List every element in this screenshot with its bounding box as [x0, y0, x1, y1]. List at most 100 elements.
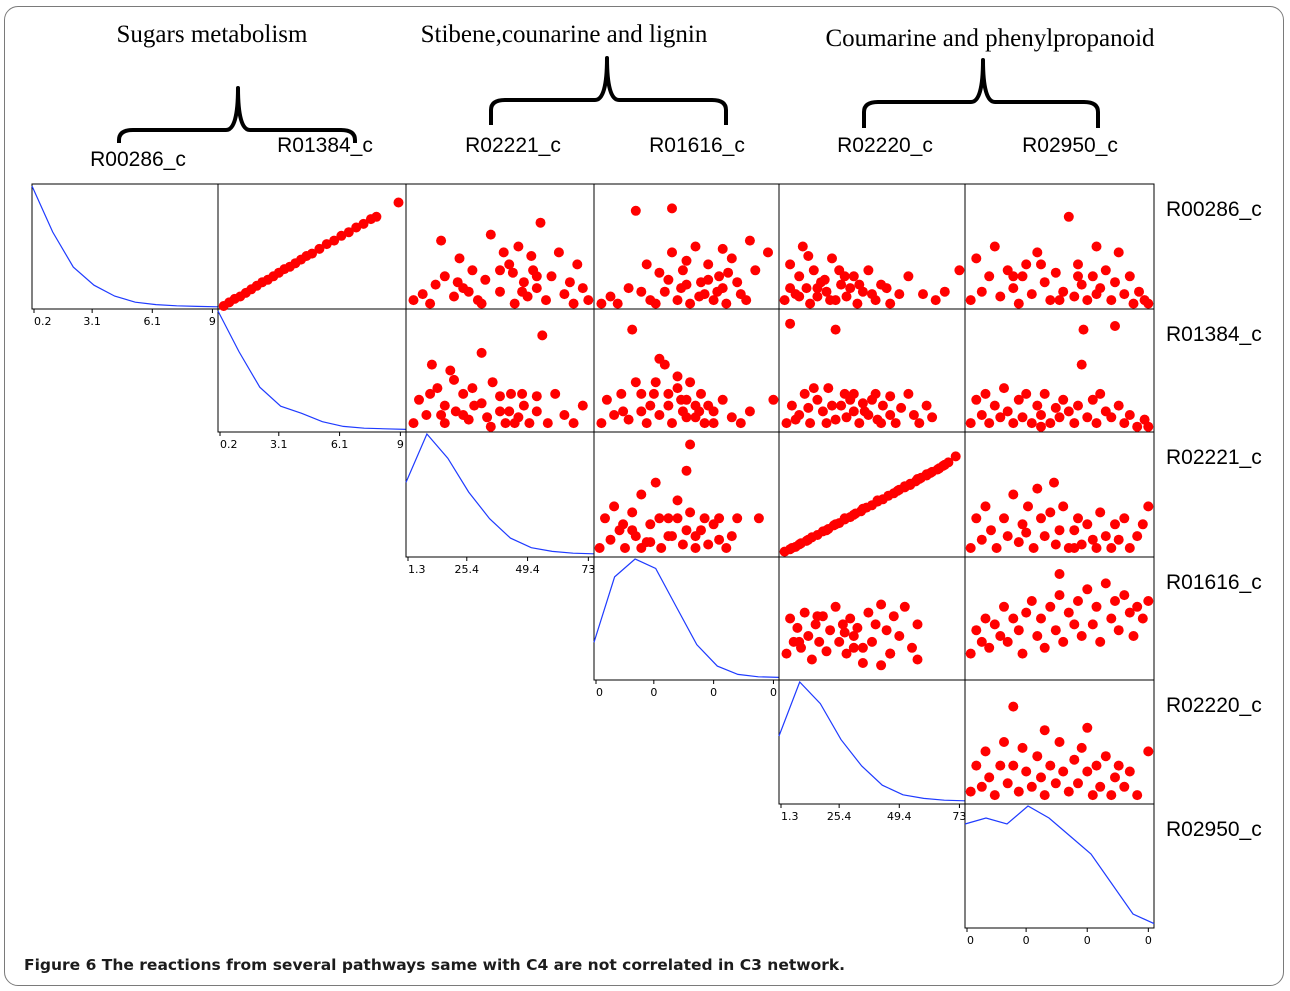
panel-border [964, 803, 1155, 929]
data-point [1017, 648, 1028, 659]
data-point [1054, 737, 1065, 747]
data-point [1073, 259, 1083, 270]
scatter-points-0-4 [779, 241, 965, 309]
data-point [717, 394, 728, 405]
data-point [712, 286, 723, 297]
data-point [1023, 501, 1033, 512]
data-point [841, 412, 852, 423]
data-point [965, 418, 976, 429]
data-point [848, 642, 859, 653]
data-point [845, 394, 856, 405]
data-point [1128, 631, 1139, 641]
data-point [601, 394, 612, 405]
data-point [371, 211, 382, 222]
data-point [537, 330, 548, 341]
data-point [343, 227, 354, 238]
data-point [785, 318, 796, 329]
data-point [1095, 507, 1106, 518]
data-point [1087, 534, 1098, 545]
data-point [803, 631, 814, 641]
data-point [876, 599, 887, 610]
data-point [630, 205, 641, 216]
data-point [819, 274, 830, 285]
data-point [827, 400, 837, 411]
data-point [830, 414, 841, 425]
data-point [848, 631, 859, 641]
data-point [821, 286, 832, 297]
data-point [863, 265, 874, 276]
data-point [627, 507, 638, 518]
data-point [854, 279, 865, 290]
tick-label: 3.1 [270, 438, 288, 451]
density-panel-3: 0 0 0 0 [593, 556, 780, 699]
data-point [1076, 631, 1087, 641]
data-point [1143, 596, 1154, 606]
top-variable-labels: R00286_c R01384_c R02221_c R01616_c R02220_c… [90, 134, 1118, 171]
data-point [1110, 277, 1120, 288]
data-point [439, 400, 450, 411]
density-panel-2: 1.3 25.4 49.4 73 [405, 431, 595, 576]
data-point [623, 414, 634, 425]
data-point [425, 388, 436, 399]
data-point [857, 503, 868, 514]
data-point [1036, 613, 1046, 624]
tick-label: 6.1 [144, 315, 162, 328]
group-title-0: Sugars metabolism [117, 21, 309, 48]
data-point [1054, 525, 1065, 536]
data-point [1073, 400, 1083, 411]
data-point [645, 519, 656, 530]
data-point [612, 298, 623, 309]
data-point [717, 243, 728, 254]
data-point [620, 543, 630, 553]
data-point [1132, 421, 1143, 432]
top-label-R02221_c: R02221_c [465, 134, 561, 157]
data-point [583, 295, 594, 306]
data-point [867, 289, 877, 300]
data-point [659, 286, 670, 297]
data-point [1045, 760, 1056, 771]
scatter-panel-3-4 [778, 556, 966, 681]
data-point [600, 513, 610, 524]
data-point [803, 251, 814, 261]
data-point [630, 377, 641, 388]
data-point [500, 418, 511, 429]
scatter-points-0-3 [596, 203, 773, 309]
data-point [830, 324, 841, 335]
data-point [605, 534, 616, 545]
data-point [939, 286, 950, 297]
data-point [744, 406, 755, 417]
data-point [984, 642, 995, 653]
data-point [314, 243, 325, 254]
data-point [841, 291, 852, 302]
data-point [1045, 601, 1056, 612]
data-point [690, 543, 701, 553]
data-point [870, 388, 881, 399]
data-point [517, 388, 528, 399]
top-label-R02220_c: R02220_c [837, 134, 933, 157]
data-point [439, 418, 450, 429]
tick-label: 0.2 [220, 438, 238, 451]
data-point [912, 619, 923, 630]
data-point [714, 513, 725, 524]
data-point [703, 274, 714, 285]
data-point [1050, 402, 1061, 413]
data-point [677, 265, 688, 276]
data-point [564, 277, 575, 288]
data-point [1110, 596, 1120, 606]
data-point [672, 371, 683, 382]
tick-label: 0 [1084, 934, 1091, 947]
tick-label: 0 [1023, 934, 1030, 947]
data-point [1013, 786, 1024, 797]
data-point [1087, 271, 1098, 282]
data-point [995, 631, 1006, 641]
data-point [965, 543, 976, 553]
data-point [703, 539, 714, 550]
data-point [1069, 525, 1080, 536]
data-point [677, 539, 688, 550]
tick-label: 0.2 [34, 315, 52, 328]
data-point [794, 271, 805, 282]
data-point [1091, 760, 1102, 771]
data-point [485, 229, 496, 240]
data-point [1058, 286, 1069, 297]
